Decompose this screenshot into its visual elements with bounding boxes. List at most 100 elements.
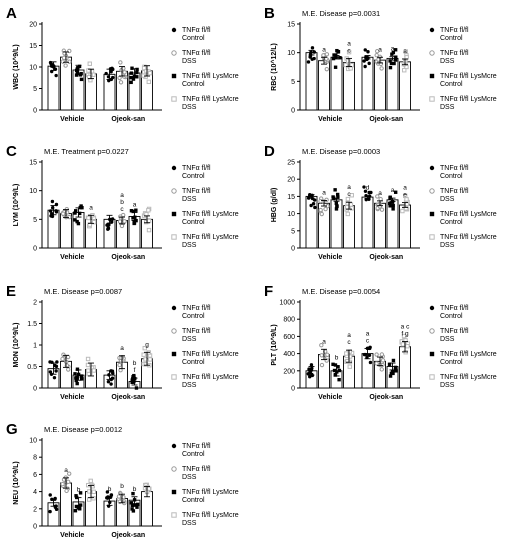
- chart-panel-c: C M.E. Treatment p=0.0227 0 5 10 15 LYM (10^9/…: [6, 143, 239, 261]
- data-point: [75, 219, 79, 224]
- data-point: [391, 207, 395, 211]
- data-point: [117, 219, 123, 224]
- data-point: [307, 367, 311, 371]
- x-tick-label: Vehicle: [318, 254, 342, 261]
- data-point: [122, 219, 127, 224]
- data-point: [119, 355, 124, 361]
- data-point: [91, 496, 96, 501]
- data-point: [319, 353, 324, 358]
- data-point: [375, 194, 380, 199]
- legend-label: TNFα fl/fl LysMcre: [182, 234, 239, 241]
- legend-label: TNFα fl/fl LysMcre: [182, 73, 239, 80]
- significance-letter: a: [120, 192, 124, 199]
- data-point: [374, 361, 379, 366]
- data-point: [332, 53, 336, 57]
- data-point: [135, 67, 139, 72]
- data-point: [318, 198, 323, 204]
- significance-letter: b: [133, 486, 137, 493]
- data-point: [392, 61, 396, 66]
- data-point: [334, 201, 339, 205]
- y-axis-label: PLT (10^9/L): [270, 324, 278, 365]
- x-tick-label: Vehicle: [318, 116, 342, 123]
- data-point: [66, 367, 71, 372]
- y-tick-label: 8: [33, 455, 37, 462]
- data-point: [132, 503, 137, 507]
- data-point: [379, 367, 384, 372]
- y-tick-label: 15: [29, 160, 37, 167]
- x-tick-label: Vehicle: [60, 394, 84, 401]
- data-point: [119, 223, 125, 229]
- data-point: [313, 205, 317, 210]
- significance-letter: a: [378, 190, 382, 197]
- data-point: [87, 489, 92, 494]
- data-point: [394, 55, 398, 59]
- legend-label: TNFα fl/fl LysMcre: [440, 73, 497, 80]
- significance-letter: a: [347, 40, 351, 47]
- data-point: [49, 62, 53, 66]
- data-point: [74, 68, 79, 73]
- data-point: [310, 46, 315, 50]
- y-tick-label: 2: [33, 506, 37, 513]
- data-point: [50, 199, 55, 204]
- legend-label: TNFα fl/fl LysMcre: [440, 374, 497, 381]
- data-point: [324, 197, 329, 203]
- data-point: [131, 377, 135, 381]
- legend-marker: [429, 73, 435, 79]
- data-point: [131, 491, 135, 496]
- data-point: [78, 491, 83, 495]
- data-point: [73, 372, 77, 376]
- data-point: [86, 371, 92, 377]
- data-point: [129, 501, 134, 505]
- legend-marker: [429, 374, 435, 380]
- data-point: [75, 381, 79, 386]
- data-point: [363, 48, 367, 52]
- data-point: [86, 368, 91, 373]
- data-point: [389, 61, 394, 66]
- significance-letter: b: [108, 486, 112, 493]
- data-point: [91, 489, 96, 495]
- data-point: [379, 66, 384, 71]
- y-tick-label: 15: [287, 194, 295, 201]
- legend-label: TNFα fl/fl: [182, 305, 211, 312]
- legend-marker: [429, 188, 435, 194]
- data-point: [337, 377, 341, 382]
- legend-marker: [171, 188, 177, 194]
- data-point: [85, 362, 91, 368]
- data-point: [131, 509, 136, 513]
- data-point: [379, 207, 385, 212]
- data-point: [146, 227, 152, 233]
- y-tick-label: 15: [29, 43, 37, 50]
- significance-letter: a: [391, 187, 395, 194]
- data-point: [363, 64, 367, 69]
- data-point: [336, 195, 340, 199]
- significance-letter: a c: [401, 324, 410, 331]
- legend-label: DSS: [182, 58, 197, 65]
- y-tick-label: 0.5: [27, 364, 37, 371]
- legend-label: DSS: [182, 104, 197, 111]
- data-point: [85, 356, 91, 362]
- significance-letter: c: [120, 206, 124, 213]
- legend-label: DSS: [440, 104, 455, 111]
- data-point: [109, 382, 113, 386]
- y-axis-label: NEU (10^9/L): [12, 461, 20, 504]
- data-point: [367, 353, 372, 357]
- data-point: [367, 190, 371, 195]
- data-point: [319, 362, 325, 368]
- legend-label: Control: [182, 359, 205, 366]
- significance-letter: f g: [401, 331, 409, 338]
- chart-panel-b: B M.E. Disease p=0.0031 0 5 10 15 RBC (10^12/L…: [264, 5, 497, 123]
- legend-marker: [429, 211, 435, 217]
- data-point: [48, 493, 52, 497]
- significance-letter: a: [347, 184, 351, 191]
- data-point: [107, 223, 111, 227]
- legend-label: Control: [440, 313, 463, 320]
- data-point: [131, 209, 135, 214]
- legend-label: Control: [440, 81, 463, 88]
- bar: [361, 196, 374, 249]
- data-point: [331, 362, 335, 367]
- legend-marker: [171, 73, 177, 79]
- data-point: [310, 57, 314, 61]
- data-point: [131, 216, 135, 220]
- data-point: [73, 209, 78, 213]
- data-point: [321, 53, 326, 58]
